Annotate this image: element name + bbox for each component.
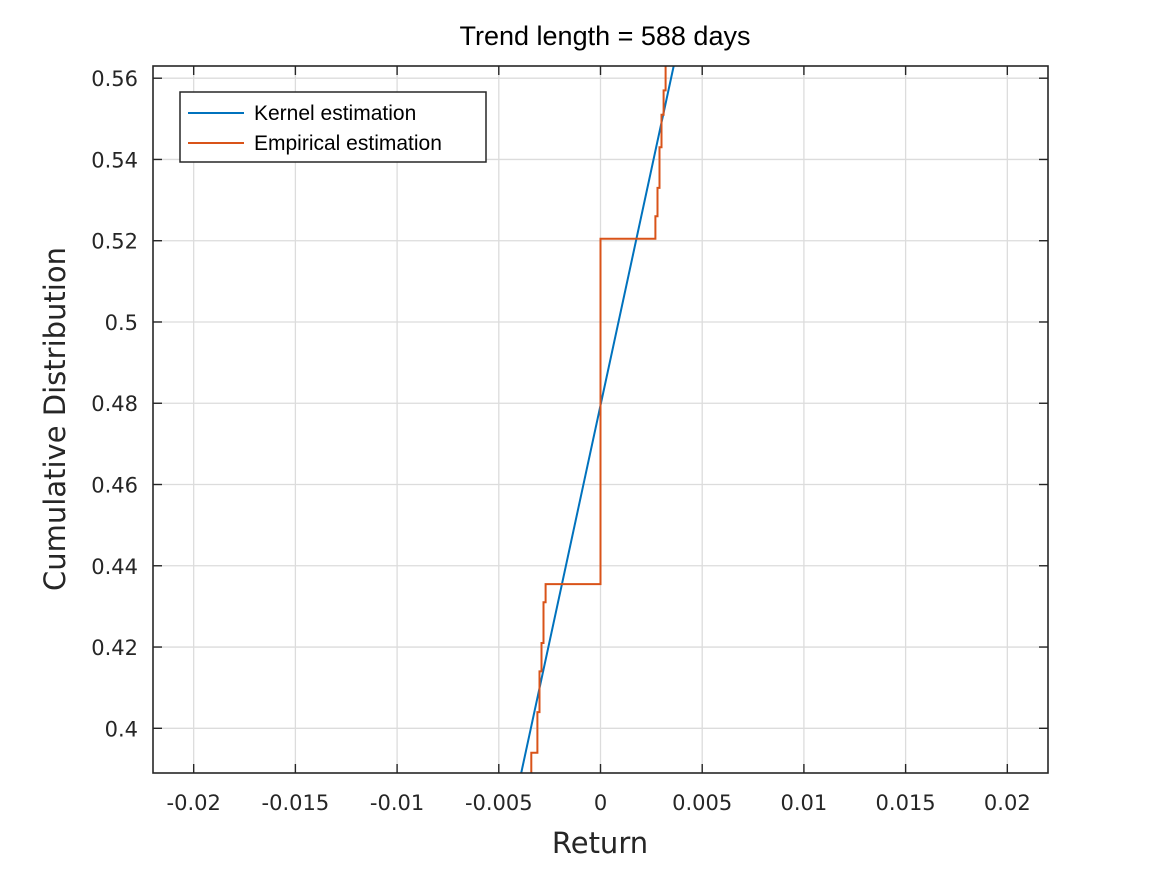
chart-title: Trend length = 588 days <box>460 21 751 51</box>
ticks: -0.02 -0.015 -0.01 -0.005 0 0.005 0.01 0.015 0.0… <box>91 66 1048 815</box>
legend-label-kernel: Kernel estimation <box>254 102 416 125</box>
y-tick-label: 0.52 <box>91 230 138 254</box>
legend: Kernel estimation Empirical estimation <box>179 91 487 163</box>
x-tick-label: 0.01 <box>781 791 828 815</box>
y-tick-label: 0.48 <box>91 392 138 416</box>
x-tick-label: -0.015 <box>262 791 330 815</box>
x-tick-label: 0 <box>594 791 607 815</box>
kernel-estimation-line <box>520 65 675 774</box>
empirical-estimation-line <box>530 66 667 773</box>
x-tick-label: -0.01 <box>370 791 424 815</box>
x-tick-label: -0.02 <box>167 791 221 815</box>
x-tick-label: 0.005 <box>672 791 732 815</box>
y-tick-label: 0.42 <box>91 636 138 660</box>
legend-box <box>179 91 487 163</box>
y-tick-label: 0.54 <box>91 148 138 172</box>
y-tick-label: 0.5 <box>105 311 138 335</box>
x-tick-label: -0.005 <box>465 791 533 815</box>
y-tick-label: 0.4 <box>105 717 138 741</box>
y-tick-label: 0.44 <box>91 555 138 579</box>
series-layer <box>520 65 675 774</box>
x-tick-label: 0.02 <box>984 791 1031 815</box>
x-tick-label: 0.015 <box>876 791 936 815</box>
legend-label-empirical: Empirical estimation <box>254 132 442 155</box>
x-axis-label: Return <box>552 826 648 860</box>
y-tick-label: 0.46 <box>91 474 138 498</box>
y-axis-label: Cumulative Distribution <box>38 247 72 591</box>
y-tick-label: 0.56 <box>91 67 138 91</box>
